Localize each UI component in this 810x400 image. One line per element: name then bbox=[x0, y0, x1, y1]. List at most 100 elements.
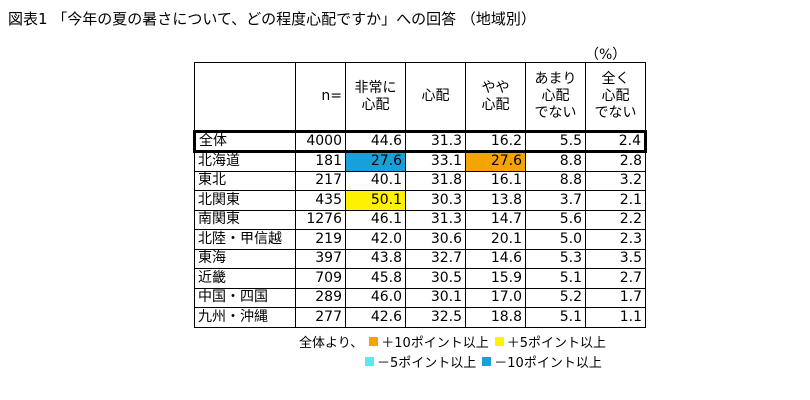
header-line: でない bbox=[594, 105, 637, 121]
row-label: 中国・四国 bbox=[194, 287, 296, 308]
value-cell: 5.0 bbox=[525, 229, 586, 250]
row-n: 289 bbox=[295, 287, 346, 308]
row-label: 東北 bbox=[194, 170, 296, 191]
header-col: あまり 心配 でない bbox=[525, 62, 586, 132]
value-cell: 46.1 bbox=[345, 209, 406, 230]
table-row: 東海 397 43.8 32.7 14.6 5.3 3.5 bbox=[194, 248, 646, 269]
value-cell: 15.9 bbox=[465, 268, 526, 289]
value-cell: 2.4 bbox=[585, 130, 647, 153]
value-cell: 3.5 bbox=[585, 248, 646, 269]
row-n: 435 bbox=[295, 190, 346, 211]
value-cell: 45.8 bbox=[345, 268, 406, 289]
value-cell: 16.1 bbox=[465, 170, 526, 191]
row-label: 全体 bbox=[193, 130, 296, 153]
table-header-row: n= 非常に 心配 心配 やや 心配 あまり 心配 でない 全く 心配 でない bbox=[194, 62, 646, 132]
value-cell: 33.1 bbox=[405, 151, 466, 172]
legend-swatch-orange bbox=[369, 337, 379, 346]
table-row: 中国・四国 289 46.0 30.1 17.0 5.2 1.7 bbox=[194, 287, 646, 308]
table-row-total: 全体 4000 44.6 31.3 16.2 5.5 2.4 bbox=[193, 130, 647, 153]
table-row: 九州・沖縄 277 42.6 32.5 18.8 5.1 1.1 bbox=[194, 307, 646, 328]
row-label: 近畿 bbox=[194, 268, 296, 289]
value-cell: 2.3 bbox=[585, 229, 646, 250]
table-row: 近畿 709 45.8 30.5 15.9 5.1 2.7 bbox=[194, 268, 646, 289]
value-cell: 42.6 bbox=[345, 307, 406, 328]
header-line: 心配 bbox=[421, 88, 450, 104]
legend-label: －10ポイント以上 bbox=[494, 356, 602, 371]
row-n: 1276 bbox=[295, 209, 346, 230]
header-line: 心配 bbox=[481, 96, 510, 113]
row-n: 4000 bbox=[295, 130, 346, 153]
value-cell: 31.3 bbox=[405, 130, 466, 153]
table-row: 北陸・甲信越 219 42.0 30.6 20.1 5.0 2.3 bbox=[194, 229, 646, 250]
value-cell: 1.7 bbox=[585, 287, 646, 308]
value-cell: 43.8 bbox=[345, 248, 406, 269]
header-line: 心配 bbox=[361, 96, 390, 113]
value-cell: 1.1 bbox=[585, 307, 646, 328]
value-cell: 30.3 bbox=[405, 190, 466, 211]
value-cell: 40.1 bbox=[345, 170, 406, 191]
value-cell: 27.6 bbox=[345, 151, 406, 172]
header-n: n= bbox=[295, 62, 346, 132]
value-cell: 32.5 bbox=[405, 307, 466, 328]
value-cell: 3.2 bbox=[585, 170, 646, 191]
value-cell: 5.3 bbox=[525, 248, 586, 269]
legend-swatch-yellow bbox=[494, 337, 504, 346]
row-label: 九州・沖縄 bbox=[194, 307, 296, 328]
row-label: 東海 bbox=[194, 248, 296, 269]
row-n: 181 bbox=[295, 151, 346, 172]
header-line: 全く bbox=[601, 71, 630, 87]
value-cell: 42.0 bbox=[345, 229, 406, 250]
header-line: 心配 bbox=[541, 88, 570, 104]
row-label: 北陸・甲信越 bbox=[194, 229, 296, 250]
value-cell: 5.1 bbox=[525, 268, 586, 289]
row-label: 南関東 bbox=[194, 209, 296, 230]
value-cell: 50.1 bbox=[345, 190, 406, 211]
value-cell: 5.1 bbox=[525, 307, 586, 328]
value-cell: 44.6 bbox=[345, 130, 406, 153]
row-n: 277 bbox=[295, 307, 346, 328]
table-row: 北関東 435 50.1 30.3 13.8 3.7 2.1 bbox=[194, 190, 646, 211]
value-cell: 46.0 bbox=[345, 287, 406, 308]
value-cell: 8.8 bbox=[525, 170, 586, 191]
row-n: 397 bbox=[295, 248, 346, 269]
row-label: 北関東 bbox=[194, 190, 296, 211]
value-cell: 3.7 bbox=[525, 190, 586, 211]
legend-swatch-cyan bbox=[365, 357, 374, 366]
header-col: 全く 心配 でない bbox=[585, 62, 646, 132]
legend-row-2: －5ポイント以上 －10ポイント以上 bbox=[359, 352, 602, 371]
value-cell: 20.1 bbox=[465, 229, 526, 250]
value-cell: 14.6 bbox=[465, 248, 526, 269]
value-cell: 30.1 bbox=[405, 287, 466, 308]
value-cell: 27.6 bbox=[465, 151, 526, 172]
value-cell: 2.1 bbox=[585, 190, 646, 211]
value-cell: 31.3 bbox=[405, 209, 466, 230]
value-cell: 30.5 bbox=[405, 268, 466, 289]
table-body: 全体 4000 44.6 31.3 16.2 5.5 2.4 北海道 181 27.6 33.1 27… bbox=[193, 130, 647, 328]
value-cell: 2.2 bbox=[585, 209, 646, 230]
header-blank-cell bbox=[194, 62, 296, 132]
header-line: でない bbox=[534, 105, 577, 121]
header-line: あまり bbox=[534, 71, 577, 87]
row-n: 217 bbox=[295, 170, 346, 191]
header-line: 心配 bbox=[601, 88, 630, 104]
row-n: 219 bbox=[295, 229, 346, 250]
value-cell: 5.2 bbox=[525, 287, 586, 308]
table-row: 東北 217 40.1 31.8 16.1 8.8 3.2 bbox=[194, 170, 646, 191]
row-label: 北海道 bbox=[194, 151, 296, 172]
value-cell: 5.5 bbox=[525, 130, 586, 153]
value-cell: 2.7 bbox=[585, 268, 646, 289]
value-cell: 5.6 bbox=[525, 209, 586, 230]
unit-label: （%） bbox=[585, 47, 627, 63]
value-cell: 8.8 bbox=[525, 151, 586, 172]
legend-swatch-blue bbox=[482, 357, 492, 366]
value-cell: 13.8 bbox=[465, 190, 526, 211]
value-cell: 32.7 bbox=[405, 248, 466, 269]
legend-label: －5ポイント以上 bbox=[377, 356, 477, 371]
header-col: 心配 bbox=[405, 62, 466, 132]
legend-label: ＋10ポイント以上 bbox=[381, 336, 489, 351]
page-title: 図表1 「今年の夏の暑さについて、どの程度心配ですか」への回答 （地域別） bbox=[8, 10, 536, 28]
value-cell: 2.8 bbox=[585, 151, 646, 172]
value-cell: 31.8 bbox=[405, 170, 466, 191]
row-n: 709 bbox=[295, 268, 346, 289]
legend-prefix: 全体より、 bbox=[299, 336, 364, 351]
